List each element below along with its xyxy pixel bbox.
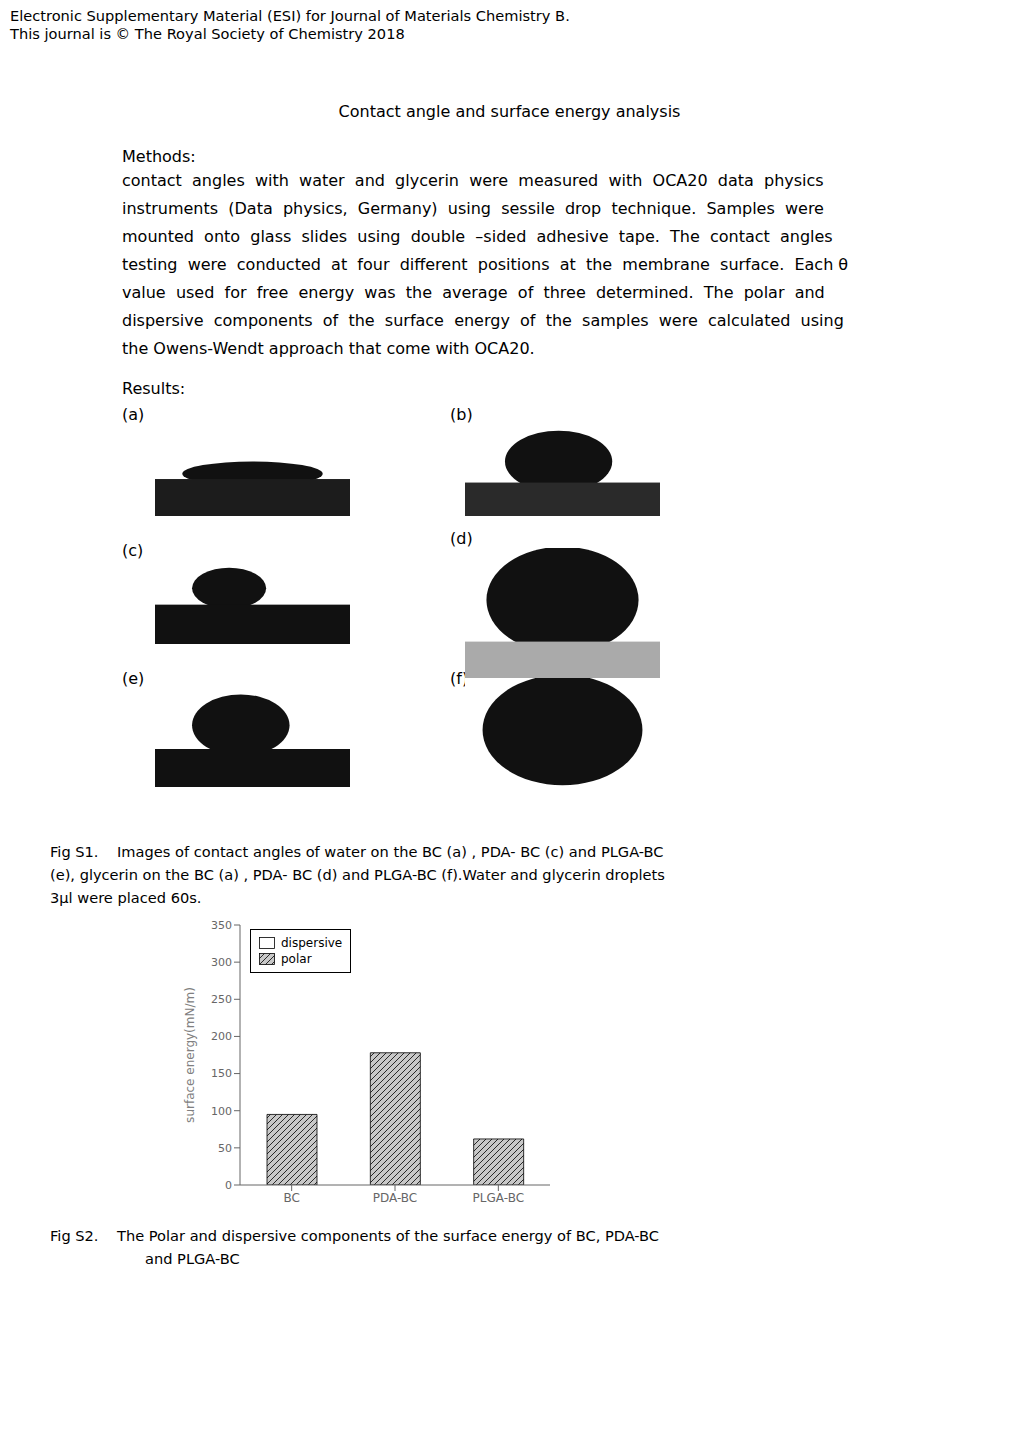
- svg-text:350: 350: [211, 919, 232, 932]
- html-text:and PLGA-BC: and PLGA-BC: [145, 1250, 240, 1267]
- svg-text:300: 300: [211, 956, 232, 969]
- svg-text:200: 200: [211, 1030, 232, 1043]
- html-text:(d): (d): [450, 529, 473, 548]
- html-text:Methods:: Methods:: [122, 147, 196, 166]
- html-text:polar: polar: [281, 952, 312, 966]
- svg-text:surface energy(mN/m): surface energy(mN/m): [183, 987, 197, 1123]
- html-text:Fig S1. Images of contact angl: Fig S1. Images of contact angles of wate…: [50, 843, 664, 860]
- html-text:Results:: Results:: [122, 379, 186, 398]
- html-text:contact angles with water and: contact angles with water and glycerin w…: [122, 171, 824, 190]
- html-text:(a): (a): [122, 405, 145, 424]
- html-text:mounted onto glass slides usin: mounted onto glass slides using double –…: [122, 227, 833, 246]
- svg-text:50: 50: [218, 1142, 232, 1155]
- html-text:value used for free energy was: value used for free energy was the avera…: [122, 283, 825, 302]
- html-text:Fig S2. The Polar and dispersi: Fig S2. The Polar and dispersive compone…: [50, 1227, 660, 1244]
- svg-text:150: 150: [211, 1067, 232, 1080]
- html-text:dispersive components of the s: dispersive components of the surface ene…: [122, 311, 844, 330]
- html-text:(f): (f): [450, 669, 469, 688]
- html-text:(e): (e): [122, 669, 145, 688]
- svg-text:250: 250: [211, 993, 232, 1006]
- html-text:instruments (Data physics, Ger: instruments (Data physics, Germany) usin…: [122, 199, 824, 218]
- svg-text:BC: BC: [283, 1191, 299, 1205]
- html-text:testing were conducted at four: testing were conducted at four different…: [122, 255, 849, 274]
- html-text:3μl were placed 60s.: 3μl were placed 60s.: [50, 889, 202, 906]
- svg-text:PLGA-BC: PLGA-BC: [473, 1191, 524, 1205]
- html-text:Electronic Supplementary Mater: Electronic Supplementary Material (ESI) …: [10, 7, 570, 24]
- html-text:(c): (c): [122, 541, 144, 560]
- svg-text:0: 0: [225, 1179, 232, 1192]
- html-text:dispersive: dispersive: [281, 936, 343, 950]
- html-text:(e), glycerin on the BC (a) ,: (e), glycerin on the BC (a) , PDA- BC (d…: [50, 866, 665, 883]
- html-text:(b): (b): [450, 405, 473, 424]
- html-text:This journal is © The Royal So: This journal is © The Royal Society of C…: [10, 25, 405, 42]
- svg-text:PDA-BC: PDA-BC: [373, 1191, 418, 1205]
- html-text:Contact angle and surface ener: Contact angle and surface energy analysi…: [338, 102, 681, 121]
- svg-text:100: 100: [211, 1105, 232, 1118]
- html-text:the Owens-Wendt approach that: the Owens-Wendt approach that come with …: [122, 339, 535, 358]
